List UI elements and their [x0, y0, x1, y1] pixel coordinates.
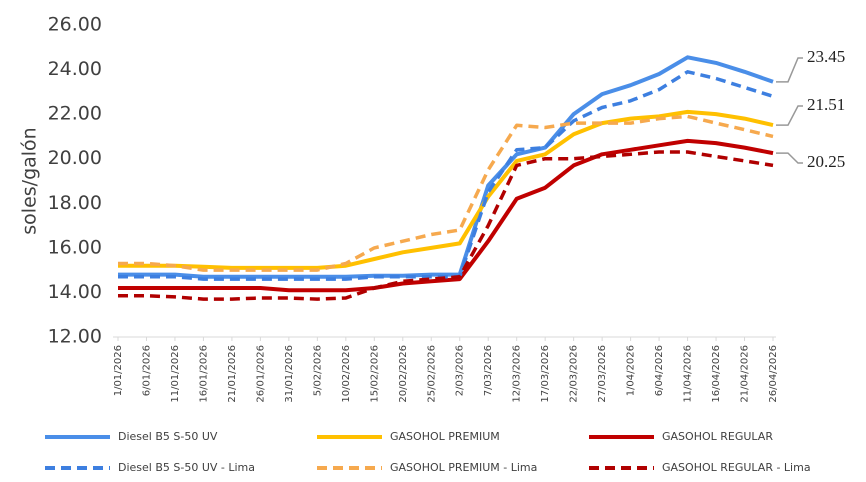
- x-tick-label: 11/04/2026: [683, 345, 694, 403]
- x-tick-label: 16/01/2026: [198, 345, 209, 403]
- x-tick-label: 21/04/2026: [740, 345, 751, 403]
- x-tick-label: 10/02/2026: [341, 345, 352, 403]
- series-line: [118, 138, 774, 293]
- x-tick-label: 1/01/2026: [113, 345, 124, 396]
- series-line: [118, 114, 774, 272]
- x-tick-label: 6/01/2026: [141, 345, 152, 396]
- y-tick-label: 14.00: [48, 281, 102, 303]
- y-tick-label: 12.00: [48, 326, 102, 348]
- legend-label: GASOHOL PREMIUM - Lima: [390, 461, 537, 474]
- x-tick-label: 2/03/2026: [455, 345, 466, 396]
- series-line: [118, 55, 774, 279]
- series-line: [118, 70, 774, 281]
- y-tick-label: 22.00: [48, 103, 102, 125]
- x-tick-label: 22/03/2026: [569, 345, 580, 403]
- x-tick-label: 20/02/2026: [398, 345, 409, 403]
- leader-line: [776, 105, 803, 126]
- x-tick-label: 5/02/2026: [312, 345, 323, 396]
- x-tick-label: 26/04/2026: [768, 345, 779, 403]
- x-tick-label: 26/01/2026: [255, 345, 266, 403]
- x-tick-label: 17/03/2026: [540, 345, 551, 403]
- legend-label: Diesel B5 S-50 UV - Lima: [118, 461, 255, 474]
- x-tick-label: 16/04/2026: [711, 345, 722, 403]
- x-tick-label: 1/04/2026: [626, 345, 637, 396]
- y-tick-label: 26.00: [48, 14, 102, 36]
- x-tick-label: 27/03/2026: [597, 345, 608, 403]
- end-label: 20.25: [807, 152, 845, 171]
- legend-label: Diesel B5 S-50 UV: [118, 430, 218, 443]
- x-tick-label: 6/04/2026: [654, 345, 665, 396]
- x-tick-label: 21/01/2026: [227, 345, 238, 403]
- leader-line: [776, 152, 803, 164]
- x-tick-label: 7/03/2026: [483, 345, 494, 396]
- end-label: 23.45: [807, 47, 845, 66]
- series-line: [118, 150, 774, 301]
- legend-label: GASOHOL REGULAR: [662, 430, 773, 443]
- series-line: [118, 109, 774, 270]
- legend-label: GASOHOL REGULAR - Lima: [662, 461, 811, 474]
- end-label: 21.51: [807, 95, 845, 114]
- x-tick-label: 25/02/2026: [426, 345, 437, 403]
- x-tick-label: 12/03/2026: [512, 345, 523, 403]
- y-tick-label: 20.00: [48, 147, 102, 169]
- y-tick-label: 24.00: [48, 58, 102, 80]
- legend-label: GASOHOL PREMIUM: [390, 430, 500, 443]
- leader-line: [776, 57, 803, 83]
- y-tick-label: 18.00: [48, 192, 102, 214]
- x-tick-label: 31/01/2026: [284, 345, 295, 403]
- x-tick-label: 15/02/2026: [369, 345, 380, 403]
- x-tick-label: 11/01/2026: [170, 345, 181, 403]
- y-tick-label: 16.00: [48, 236, 102, 258]
- y-axis-title: soles/galón: [19, 127, 41, 234]
